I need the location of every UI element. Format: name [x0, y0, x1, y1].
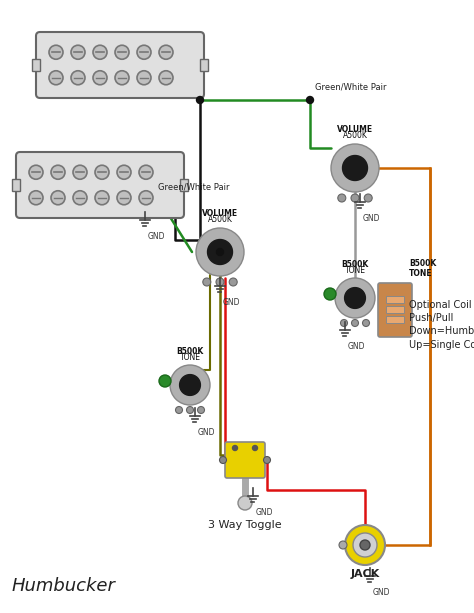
Circle shape	[115, 70, 129, 85]
Circle shape	[117, 166, 131, 179]
Circle shape	[203, 278, 211, 286]
Circle shape	[137, 70, 151, 85]
Bar	[12, 179, 20, 191]
Circle shape	[186, 406, 193, 414]
Circle shape	[343, 156, 367, 180]
Circle shape	[216, 278, 224, 286]
FancyBboxPatch shape	[225, 442, 265, 478]
Text: GND: GND	[148, 232, 165, 241]
Text: GND: GND	[223, 298, 240, 307]
Circle shape	[49, 45, 63, 59]
Circle shape	[338, 194, 346, 202]
Bar	[32, 59, 40, 71]
Circle shape	[307, 96, 313, 104]
Circle shape	[73, 191, 87, 205]
Text: B500K: B500K	[341, 260, 369, 269]
Text: B500K: B500K	[176, 347, 204, 356]
Circle shape	[340, 319, 347, 327]
Circle shape	[229, 278, 237, 286]
Circle shape	[73, 166, 87, 179]
Circle shape	[208, 240, 232, 264]
Text: Humbucker: Humbucker	[12, 577, 116, 595]
Text: Optional Coil Tap
Push/Pull
Down=Humbucker
Up=Single Coil: Optional Coil Tap Push/Pull Down=Humbuck…	[409, 300, 474, 349]
Circle shape	[117, 191, 131, 205]
Circle shape	[324, 288, 336, 300]
Bar	[386, 306, 404, 313]
Text: Green/White Pair: Green/White Pair	[315, 83, 386, 92]
Bar	[386, 296, 404, 303]
Circle shape	[139, 166, 153, 179]
Circle shape	[364, 194, 372, 202]
Text: A500K: A500K	[208, 215, 232, 224]
Circle shape	[238, 496, 252, 510]
Circle shape	[49, 70, 63, 85]
Circle shape	[339, 541, 347, 549]
Circle shape	[264, 457, 271, 463]
Text: JACK: JACK	[350, 569, 380, 579]
Circle shape	[115, 45, 129, 59]
Circle shape	[345, 287, 365, 308]
Circle shape	[175, 406, 182, 414]
Text: A500K: A500K	[343, 131, 367, 140]
Circle shape	[51, 166, 65, 179]
Circle shape	[219, 457, 227, 463]
Circle shape	[95, 191, 109, 205]
Circle shape	[93, 70, 107, 85]
Circle shape	[353, 533, 377, 557]
Circle shape	[363, 319, 370, 327]
Circle shape	[198, 406, 204, 414]
Text: VOLUME: VOLUME	[202, 209, 238, 218]
Circle shape	[197, 96, 203, 104]
Circle shape	[331, 144, 379, 192]
Circle shape	[159, 70, 173, 85]
Bar	[386, 316, 404, 323]
Text: VOLUME: VOLUME	[337, 125, 373, 134]
Circle shape	[180, 375, 201, 395]
Circle shape	[217, 248, 224, 256]
Text: GND: GND	[348, 342, 365, 351]
Circle shape	[253, 446, 257, 451]
Circle shape	[360, 540, 370, 550]
Text: GND: GND	[256, 508, 273, 517]
Text: 3 Way Toggle: 3 Way Toggle	[208, 520, 282, 530]
Text: Green/White Pair: Green/White Pair	[158, 183, 229, 192]
Circle shape	[95, 166, 109, 179]
Circle shape	[352, 319, 358, 327]
Text: GND: GND	[363, 214, 381, 223]
Circle shape	[170, 365, 210, 405]
Circle shape	[29, 166, 43, 179]
Circle shape	[29, 191, 43, 205]
Circle shape	[345, 525, 385, 565]
Text: GND: GND	[198, 428, 216, 437]
Circle shape	[233, 446, 237, 451]
Circle shape	[51, 191, 65, 205]
Text: GND: GND	[373, 588, 391, 597]
FancyBboxPatch shape	[378, 283, 412, 337]
Circle shape	[71, 70, 85, 85]
Circle shape	[159, 45, 173, 59]
Circle shape	[137, 45, 151, 59]
Circle shape	[159, 375, 171, 387]
Circle shape	[196, 228, 244, 276]
Bar	[200, 59, 208, 71]
Circle shape	[335, 278, 375, 318]
Circle shape	[93, 45, 107, 59]
Circle shape	[71, 45, 85, 59]
Bar	[180, 179, 188, 191]
Circle shape	[139, 191, 153, 205]
Circle shape	[351, 194, 359, 202]
FancyBboxPatch shape	[16, 152, 184, 218]
Text: B500K
TONE: B500K TONE	[409, 259, 436, 278]
Text: TONE: TONE	[180, 353, 201, 362]
FancyBboxPatch shape	[36, 32, 204, 98]
Text: TONE: TONE	[345, 266, 365, 275]
